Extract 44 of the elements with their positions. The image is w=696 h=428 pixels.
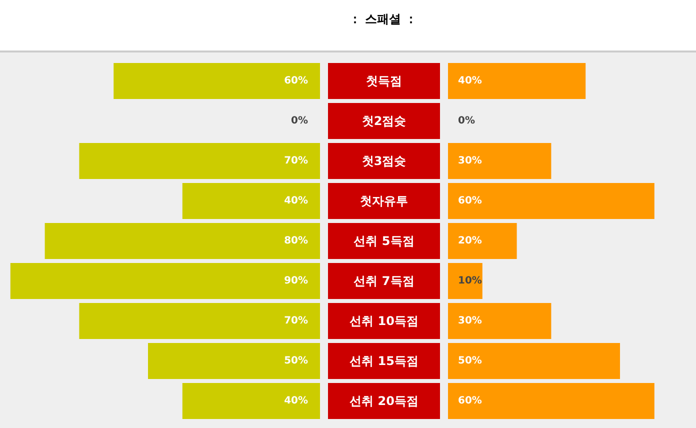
data-label: 50% [458,356,482,366]
y-tick-label: 선취 10득점 [350,314,418,328]
y-tick-label: 첫2점슛 [362,114,406,128]
bar [182,383,320,419]
bar [448,303,552,339]
bar [448,143,552,179]
data-label: 70% [284,316,308,326]
bar [148,343,320,379]
y-tick-label: 첫3점슛 [362,154,406,168]
y-tick-label: 선취 15득점 [350,354,418,368]
data-label: 60% [284,76,308,86]
bar [448,383,654,419]
bar [182,183,320,219]
data-label: 40% [284,396,308,406]
y-tick-label: 선취 5득점 [354,234,414,248]
bar [44,223,320,259]
data-label: 40% [284,196,308,206]
data-label: 80% [284,236,308,246]
data-label: 60% [458,196,482,206]
data-label: 70% [284,156,308,166]
data-label: 20% [458,236,482,246]
bar [448,223,517,259]
bar [79,143,320,179]
y-tick-label: 첫득점 [366,74,402,88]
bar [448,183,654,219]
bar [114,63,320,99]
bar [448,263,482,299]
data-label: 0% [458,116,475,126]
data-label: 0% [291,116,308,126]
data-label: 60% [458,396,482,406]
bar [79,303,320,339]
data-label: 40% [458,76,482,86]
data-label: 50% [284,356,308,366]
y-tick-label: 선취 20득점 [350,394,418,408]
data-label: 30% [458,156,482,166]
data-label: 10% [458,276,482,286]
text: ： 스패셜 ： [348,12,418,26]
bar [448,343,620,379]
data-label: 90% [284,276,308,286]
bar [448,63,586,99]
y-tick-label: 첫자유투 [360,194,408,208]
data-label: 30% [458,316,482,326]
bar [10,263,320,299]
y-tick-label: 선취 7득점 [354,274,414,288]
